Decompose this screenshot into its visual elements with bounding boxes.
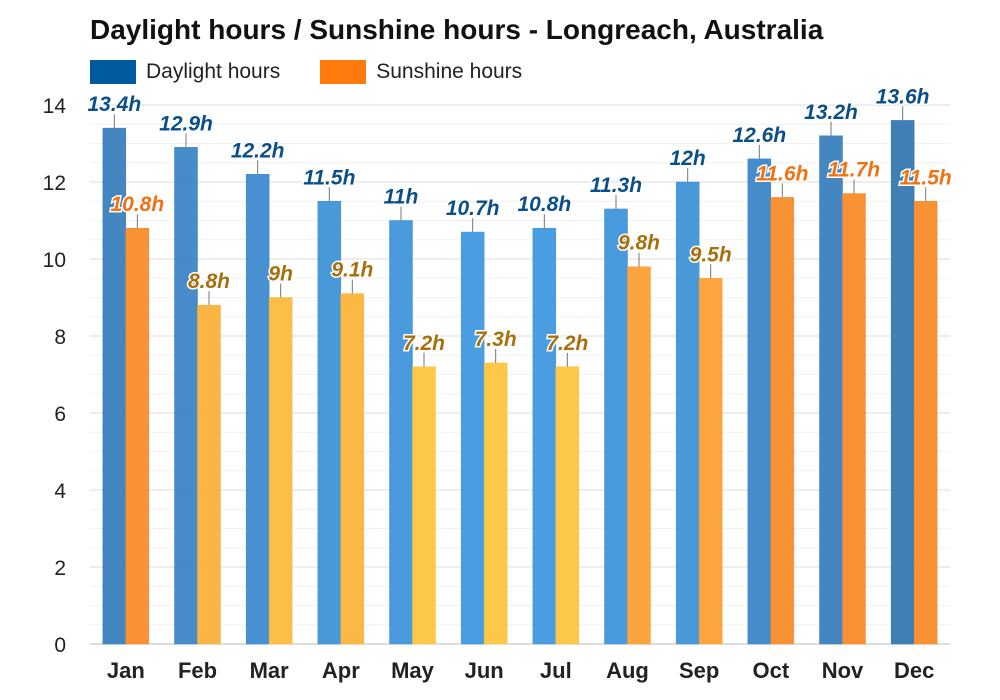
legend-label-daylight: Daylight hours <box>146 60 281 83</box>
x-tick-label: May <box>391 658 435 683</box>
daylight-bar <box>532 227 557 645</box>
daylight-data-label: 12.9h <box>159 112 213 135</box>
legend-swatch-sunshine <box>320 60 367 84</box>
daylight-data-label: 13.6h <box>876 85 930 108</box>
sunshine-bar <box>698 278 723 645</box>
chart-title: Daylight hours / Sunshine hours - Longre… <box>90 14 824 45</box>
daylight-data-label: 11h <box>384 186 419 209</box>
x-tick-label: Sep <box>679 658 719 683</box>
y-tick-label: 8 <box>54 326 66 349</box>
sunshine-bar <box>125 227 150 645</box>
daylight-bar <box>460 231 485 645</box>
x-tick-label: Mar <box>250 658 290 683</box>
sunshine-data-label: 9.8h <box>618 232 660 255</box>
sunshine-bar <box>555 366 580 645</box>
x-tick-label: Jun <box>465 658 504 683</box>
sunshine-data-label: 11.5h <box>900 166 952 189</box>
x-tick-label: Oct <box>752 658 789 683</box>
daylight-data-label: 11.3h <box>590 174 642 197</box>
sunshine-bar <box>842 193 866 645</box>
x-tick-label: Jan <box>107 658 145 683</box>
sunshine-bar <box>340 293 365 645</box>
legend-swatch-daylight <box>90 60 136 84</box>
sunshine-data-label: 9.5h <box>690 243 732 266</box>
sunshine-data-label: 11.6h <box>756 162 808 185</box>
y-tick-label: 4 <box>54 480 66 503</box>
sunshine-bar <box>412 366 436 645</box>
x-tick-label: Dec <box>894 658 934 683</box>
daylight-data-label: 13.4h <box>87 93 141 116</box>
daylight-data-label: 12.6h <box>732 124 786 147</box>
x-tick-label: Nov <box>822 658 864 683</box>
sunshine-data-label: 7.3h <box>475 328 517 351</box>
daylight-bar <box>389 220 413 645</box>
sunshine-bar <box>197 304 221 645</box>
y-tick-label: 10 <box>43 249 66 272</box>
legend: Daylight hours Sunshine hours <box>90 60 562 84</box>
sunshine-bar <box>268 297 293 645</box>
legend-item-sunshine: Sunshine hours <box>320 60 522 84</box>
x-tick-label: Feb <box>178 658 217 683</box>
daylight-bar <box>819 135 843 645</box>
y-tick-label: 0 <box>54 634 66 657</box>
sunshine-data-label: 8.8h <box>188 270 230 293</box>
sunshine-data-label: 7.2h <box>546 332 588 355</box>
daylight-data-label: 12h <box>670 147 706 170</box>
daylight-bar <box>747 158 772 645</box>
y-tick-label: 14 <box>43 95 67 118</box>
sunshine-data-label: 9h <box>268 263 293 286</box>
sunshine-bar <box>483 362 508 645</box>
daylight-data-label: 13.2h <box>804 101 858 124</box>
daylight-bar <box>174 147 198 645</box>
x-tick-label: Aug <box>606 658 649 683</box>
daylight-data-label: 10.7h <box>446 197 500 220</box>
x-tick-label: Apr <box>322 658 360 683</box>
sunshine-bar <box>913 201 938 645</box>
sunshine-data-label: 10.8h <box>110 193 164 216</box>
y-tick-label: 2 <box>54 557 66 580</box>
legend-item-daylight: Daylight hours <box>90 60 280 84</box>
daylight-bar <box>604 208 628 645</box>
sunshine-bar <box>627 266 651 645</box>
daylight-data-label: 10.8h <box>517 193 571 216</box>
sunshine-data-label: 7.2h <box>403 332 445 355</box>
daylight-bar <box>890 120 915 645</box>
y-tick-label: 12 <box>43 172 66 195</box>
sunshine-data-label: 11.7h <box>828 159 880 182</box>
sunshine-bar <box>770 197 795 645</box>
daylight-bar <box>245 174 270 645</box>
daylight-data-label: 12.2h <box>231 139 285 162</box>
x-tick-label: Jul <box>540 658 572 683</box>
daylight-data-label: 11.5h <box>303 166 355 189</box>
y-tick-label: 6 <box>54 403 66 426</box>
sunshine-data-label: 9.1h <box>331 259 373 282</box>
legend-label-sunshine: Sunshine hours <box>376 60 523 83</box>
